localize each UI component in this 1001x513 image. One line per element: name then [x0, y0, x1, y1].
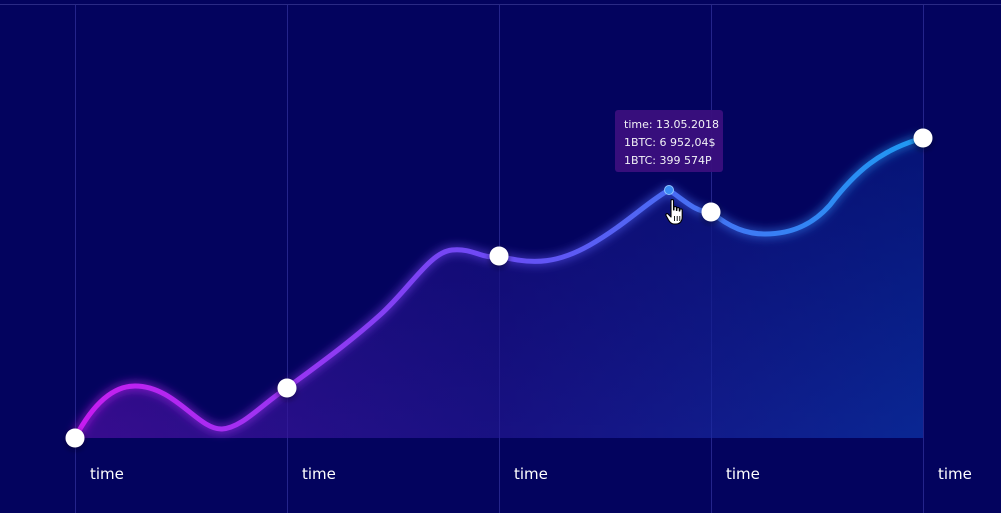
x-tick-label: time: [302, 465, 336, 483]
data-point-marker[interactable]: [913, 128, 933, 148]
hover-point-marker[interactable]: [664, 185, 674, 195]
hand-pointer-icon: [665, 199, 683, 225]
x-tick-label: time: [514, 465, 548, 483]
data-point-marker[interactable]: [277, 378, 297, 398]
x-tick-label: time: [938, 465, 972, 483]
x-tick-label: time: [90, 465, 124, 483]
data-point-marker[interactable]: [701, 202, 721, 222]
tooltip-time: time: 13.05.2018: [624, 118, 720, 131]
chart-tooltip: time: 13.05.2018 1BTC: 6 952,04$ 1BTC: 3…: [615, 110, 723, 172]
x-tick-label: time: [726, 465, 760, 483]
data-point-marker[interactable]: [489, 246, 509, 266]
tooltip-btc-rub: 1BTC: 399 574P: [624, 154, 712, 167]
data-point-marker[interactable]: [65, 428, 85, 448]
tooltip-btc-usd: 1BTC: 6 952,04$: [624, 136, 716, 149]
